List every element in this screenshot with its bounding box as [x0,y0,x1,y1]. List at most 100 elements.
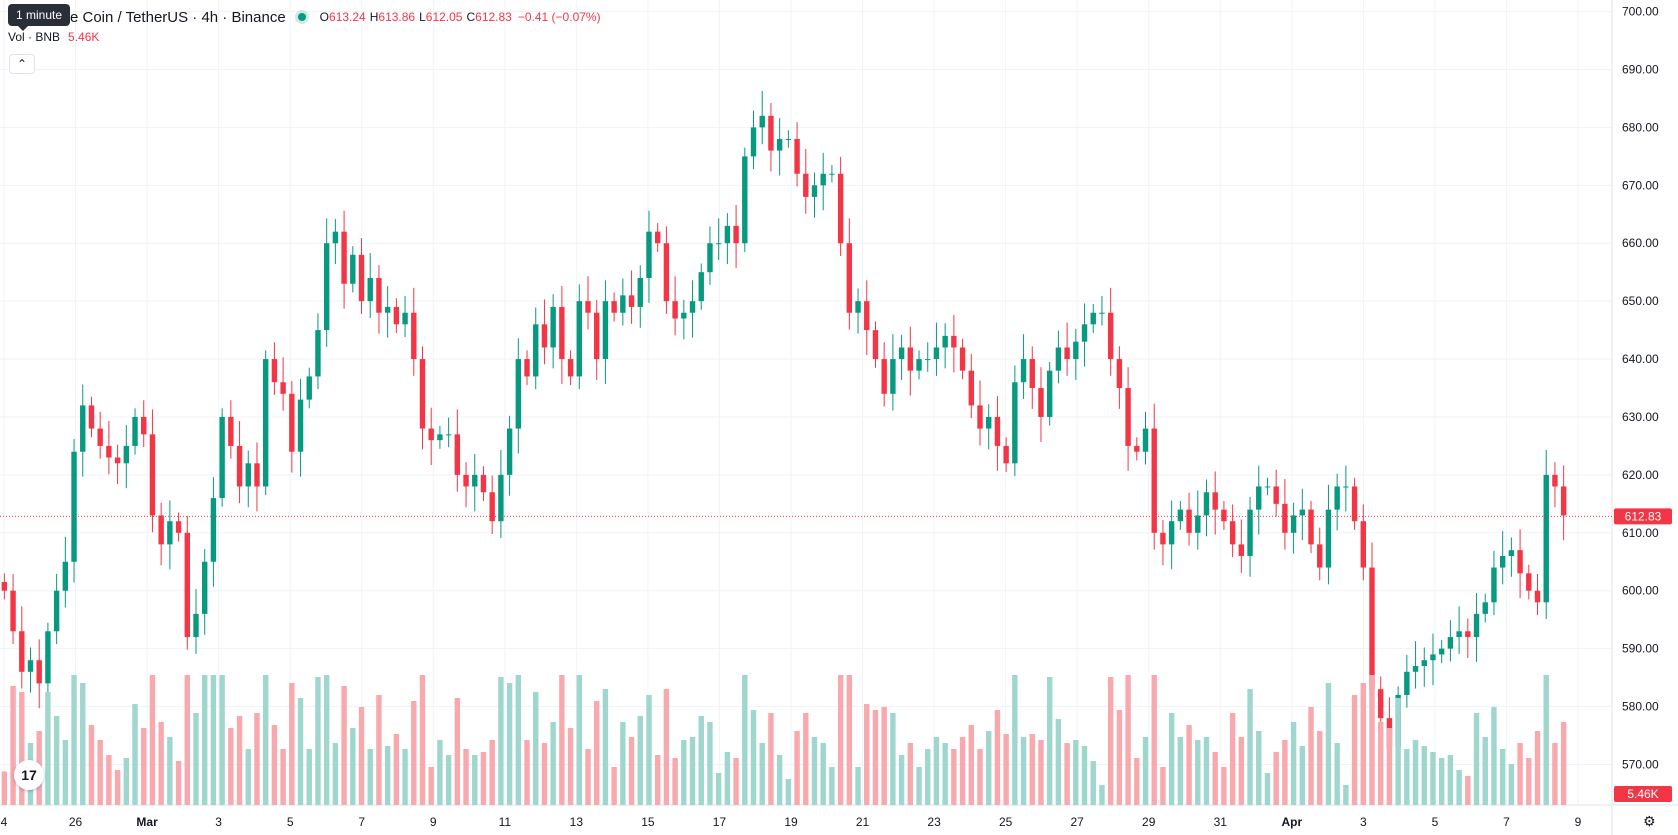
volume-bar [559,675,565,805]
candle-body [1508,550,1515,556]
volume-bar [1064,743,1070,805]
volume-bar [1247,689,1253,805]
volume-bar [1168,713,1175,805]
volume-bar [907,743,914,805]
volume-bar [785,779,792,805]
candle-body [1360,521,1366,568]
candle-body [1012,382,1018,464]
candle-body [184,532,190,638]
volume-bar [167,737,173,805]
candle-body [1099,312,1105,314]
candle-body [402,312,408,325]
volume-bar [620,722,626,805]
volume-bar [1299,746,1306,805]
close-label: C [466,10,476,24]
y-tick-label: 580.00 [1622,700,1659,714]
volume-bar [280,749,286,805]
market-status-icon [297,13,306,21]
tradingview-logo-icon[interactable]: 17 [14,760,44,790]
candle-body [1290,515,1297,533]
volume-bar [114,770,121,805]
volume-bar [437,740,443,805]
volume-bar [698,716,704,805]
volume-bar [1256,731,1262,805]
volume-bar [332,743,339,805]
candle-body [611,301,617,313]
candle-body [463,474,469,487]
candle-body [637,277,643,307]
volume-bar [341,686,347,805]
volume-bar [1195,740,1201,805]
candle-body [977,405,983,429]
x-tick-label: 26 [69,815,83,829]
y-tick-label: 590.00 [1622,642,1659,656]
volume-bar [193,713,199,805]
volume-bar [1517,743,1523,805]
volume-bar [1003,734,1009,805]
candle-body [1491,567,1497,603]
volume-bar [1499,749,1506,805]
candle-body [1560,486,1567,516]
volume-bar [1447,755,1454,805]
candle-body [1334,486,1340,510]
candle-body [114,457,121,464]
volume-bar [855,767,861,805]
candle-body [890,359,896,394]
candle-body [193,613,199,638]
volume-bar [602,689,609,805]
candle-body [541,324,548,348]
candle-body [594,312,600,360]
candle-body [306,376,312,400]
candle-body [1038,388,1044,417]
settings-gear-icon[interactable]: ⚙ [1643,813,1656,829]
candle-body [167,521,173,545]
candle-body [271,359,278,383]
candle-body [872,330,879,360]
y-tick-label: 670.00 [1622,178,1659,192]
collapse-legend-button[interactable]: ⌃ [9,54,35,74]
high-value: 613.86 [378,10,416,24]
candle-body [472,474,478,487]
volume-bar [768,713,774,805]
candle-body [559,306,565,360]
candle-body [297,399,304,452]
candle-body [951,335,957,348]
volume-bar [533,692,539,805]
volume-bar [628,737,635,805]
candle-body [846,243,853,313]
x-tick-label: 17 [713,815,727,829]
candle-body [1465,631,1471,638]
candle-body [332,231,339,244]
symbol-title[interactable]: e Coin / TetherUS · 4h · Binance [70,8,286,26]
candle-body [254,463,260,487]
volume-bar [968,725,974,805]
volume-bar [245,749,251,805]
candle-body [1003,445,1009,464]
candle-body [367,277,373,302]
candle-body [515,359,522,429]
candle-body [1325,509,1332,568]
volume-bar [1099,785,1105,805]
volume-bar [750,710,757,805]
candle-body [1116,359,1123,389]
volume-bar [1238,737,1245,805]
candle-body [759,115,765,128]
candle-body [1543,474,1549,603]
volume-bar [663,689,670,805]
candle-body [88,405,95,429]
candle-body [707,243,713,273]
candle-body [393,306,400,325]
candle-body [768,115,774,151]
candle-body [602,301,609,360]
candle-body [1438,648,1445,655]
volume-bar [1046,677,1053,805]
volume-bar [803,713,809,805]
candle-body [1238,544,1245,556]
candle-body [533,324,539,377]
candle-body [27,660,34,672]
candle-body [742,156,748,244]
candle-body [916,359,922,371]
candle-body [506,428,513,475]
volume-bar [62,740,69,805]
